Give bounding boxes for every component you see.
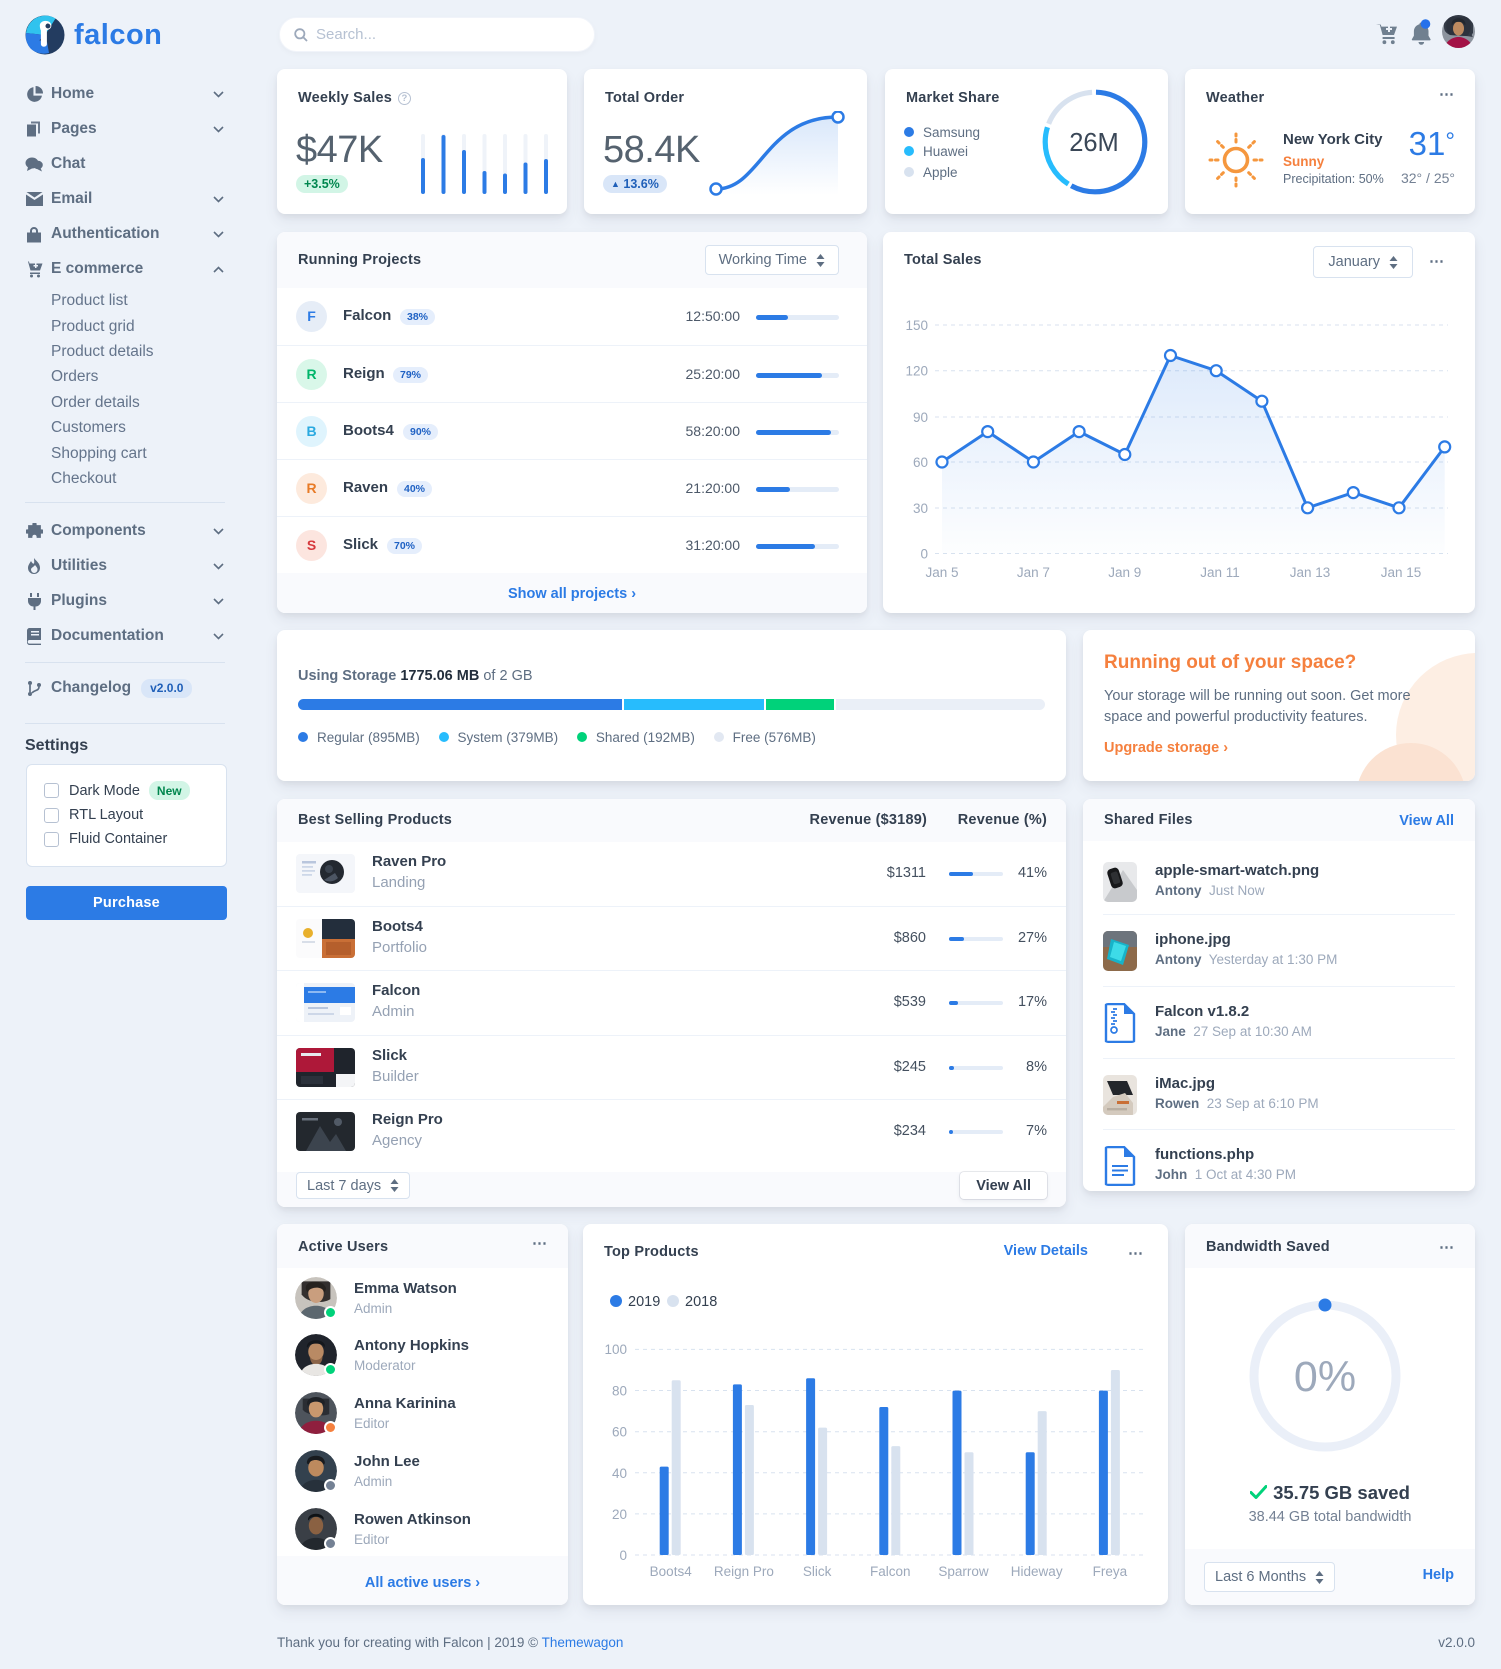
svg-text:Jan 9: Jan 9 (1108, 565, 1141, 580)
svg-text:Sparrow: Sparrow (938, 1564, 989, 1579)
svg-text:60: 60 (612, 1425, 627, 1440)
svg-text:Hideway: Hideway (1011, 1564, 1063, 1579)
svg-text:100: 100 (604, 1342, 627, 1357)
svg-text:Falcon: Falcon (870, 1564, 911, 1579)
svg-text:2019: 2019 (628, 1294, 660, 1310)
svg-text:60: 60 (913, 455, 928, 470)
svg-text:Reign Pro: Reign Pro (714, 1564, 774, 1579)
svg-text:80: 80 (612, 1384, 627, 1399)
svg-text:90: 90 (913, 410, 928, 425)
svg-text:2018: 2018 (685, 1294, 717, 1310)
svg-text:Jan 15: Jan 15 (1381, 565, 1422, 580)
svg-text:20: 20 (612, 1507, 627, 1522)
svg-text:0: 0 (920, 547, 928, 562)
svg-text:0: 0 (619, 1548, 627, 1563)
svg-text:120: 120 (905, 364, 928, 379)
svg-text:Slick: Slick (803, 1564, 832, 1579)
svg-text:0%: 0% (1294, 1353, 1356, 1401)
svg-text:Jan 11: Jan 11 (1200, 565, 1240, 580)
svg-text:Jan 7: Jan 7 (1017, 565, 1050, 580)
svg-text:Jan 5: Jan 5 (925, 565, 958, 580)
svg-text:Jan 13: Jan 13 (1290, 565, 1331, 580)
svg-text:150: 150 (905, 318, 928, 333)
svg-text:26M: 26M (1069, 129, 1119, 157)
svg-text:Freya: Freya (1093, 1564, 1128, 1579)
svg-text:40: 40 (612, 1466, 627, 1481)
svg-text:Boots4: Boots4 (650, 1564, 693, 1579)
svg-text:30: 30 (913, 501, 928, 516)
